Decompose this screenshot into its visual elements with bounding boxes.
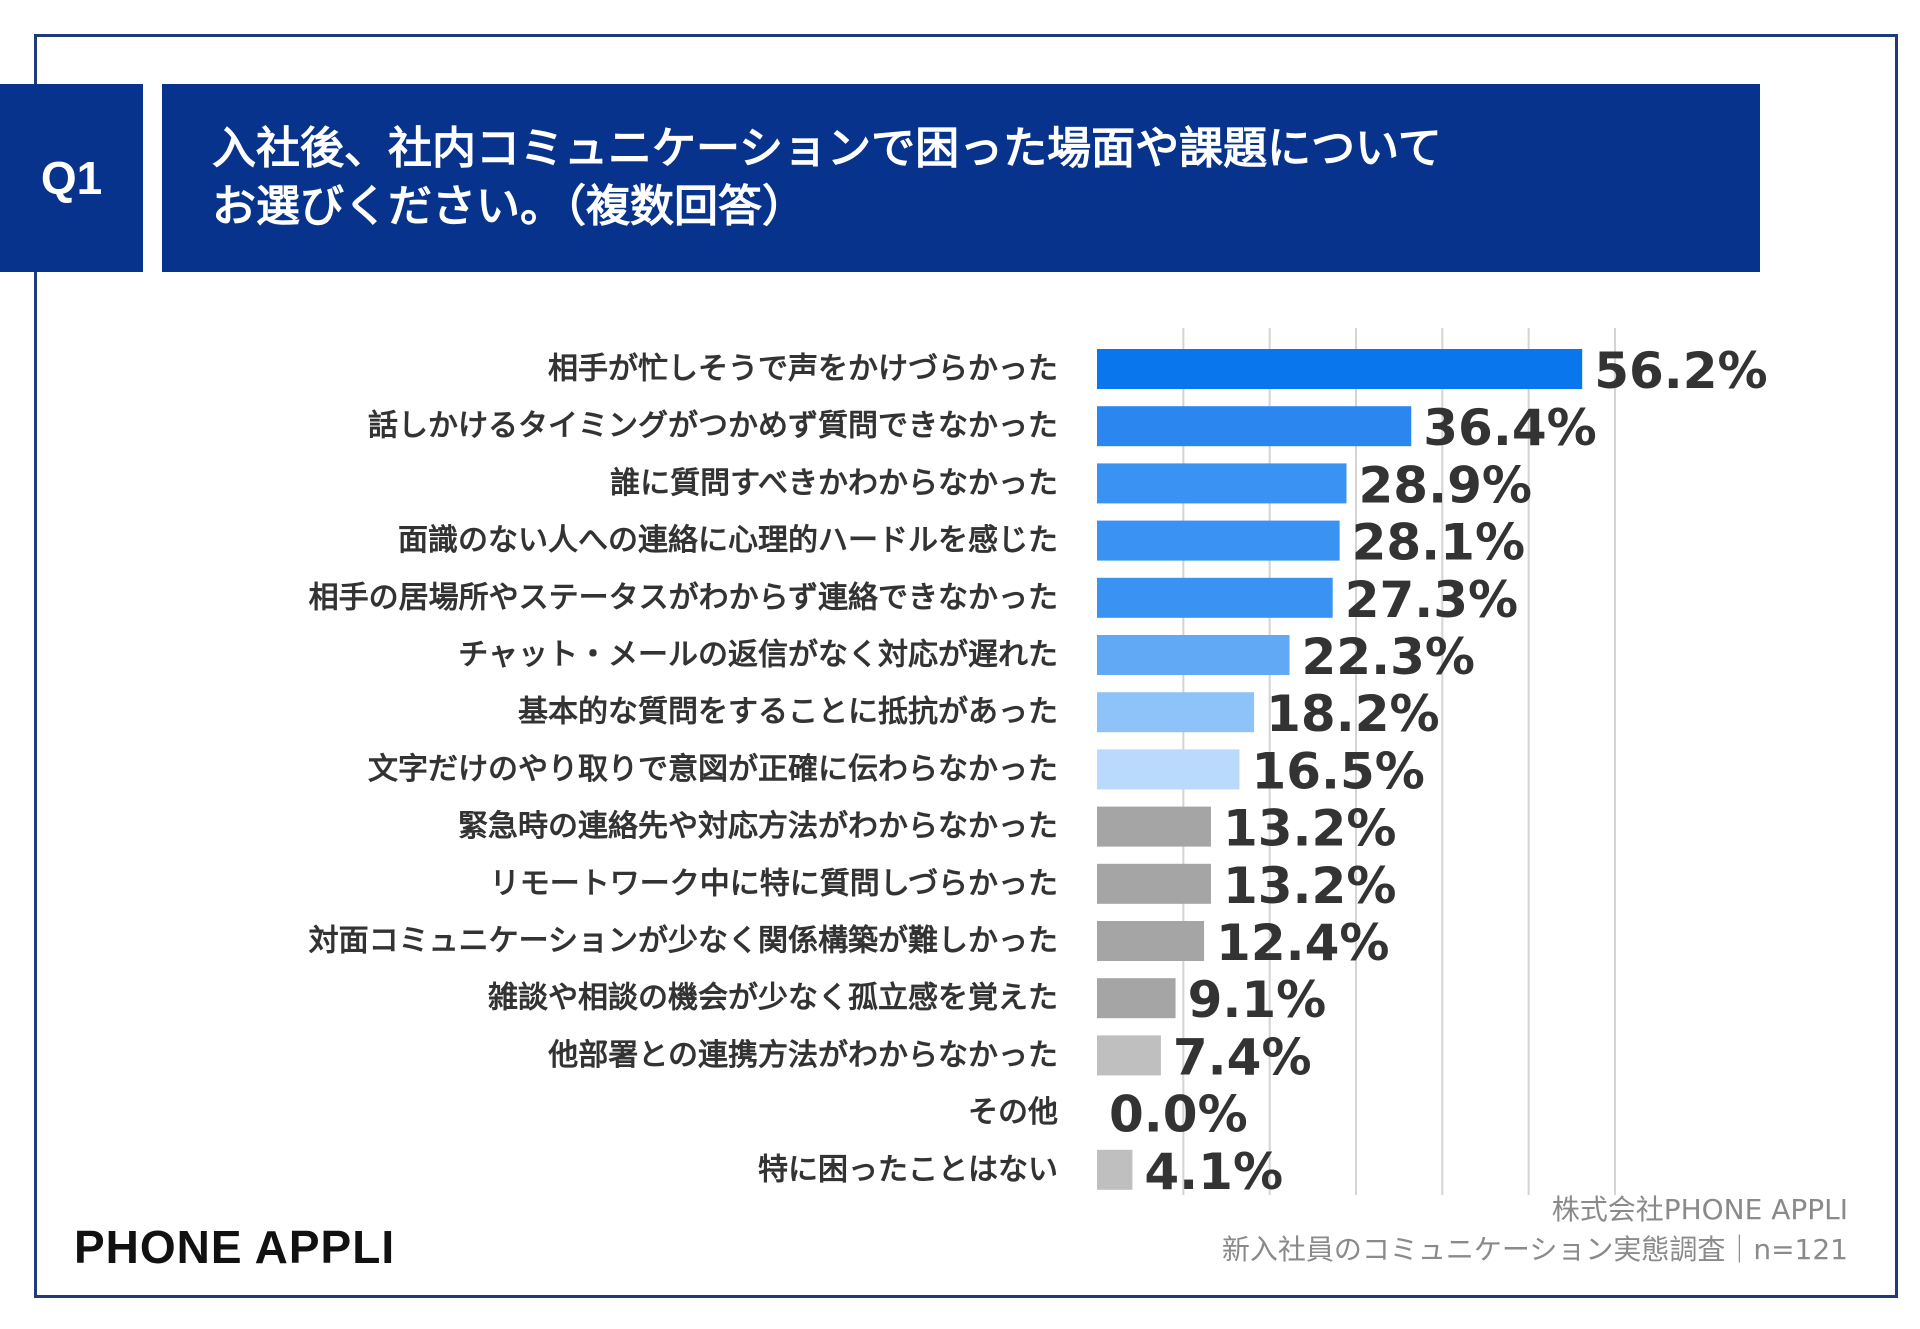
- category-label-6: チャット・メールの返信がなく対応が遅れた: [458, 638, 1058, 673]
- question-text-line1: 入社後、社内コミュニケーションで困った場面や課題について: [212, 123, 1442, 174]
- brand-logo: PHONE APPLI: [74, 1221, 396, 1273]
- value-label-4: 28.1%: [1352, 514, 1525, 572]
- bar-11: [1097, 921, 1205, 961]
- category-label-12: 雑談や相談の機会が少なく孤立感を覚えた: [487, 981, 1058, 1016]
- category-label-15: 特に困ったことはない: [758, 1152, 1058, 1187]
- bar-3: [1097, 463, 1347, 504]
- question-text-line2: お選びください。（複数回答）: [212, 181, 806, 232]
- bar-9: [1097, 806, 1211, 847]
- source-note: 株式会社PHONE APPLI 新入社員のコミュニケーション実態調査｜n=121: [1222, 1190, 1848, 1270]
- question-badge: Q1: [0, 84, 143, 272]
- question-number: Q1: [40, 152, 103, 204]
- category-label-7: 基本的な質問をすることに抵抗があった: [518, 695, 1058, 730]
- bar-15: [1097, 1149, 1133, 1190]
- category-label-8: 文字だけのやり取りで意図が正確に伝わらなかった: [368, 752, 1058, 787]
- value-label-10: 13.2%: [1223, 857, 1396, 915]
- value-label-11: 12.4%: [1216, 914, 1389, 972]
- value-label-8: 16.5%: [1251, 742, 1424, 800]
- bar-12: [1097, 978, 1176, 1019]
- bar-5: [1097, 577, 1333, 618]
- value-label-7: 18.2%: [1266, 685, 1439, 743]
- category-label-1: 相手が忙しそうで声をかけづらかった: [548, 352, 1058, 387]
- bar-10: [1097, 863, 1211, 904]
- bar-1: [1097, 349, 1583, 389]
- bar-8: [1097, 749, 1240, 790]
- value-label-15: 4.1%: [1144, 1143, 1283, 1201]
- category-label-10: リモートワーク中に特に質問しづらかった: [490, 866, 1058, 901]
- value-label-1: 56.2%: [1594, 342, 1767, 400]
- grid-layer: [1182, 328, 1616, 1195]
- category-label-14: その他: [968, 1095, 1058, 1130]
- source-survey: 新入社員のコミュニケーション実態調査｜n=121: [1221, 1233, 1848, 1266]
- category-label-3: 誰に質問すべきかわからなかった: [610, 466, 1058, 501]
- value-label-6: 22.3%: [1302, 628, 1475, 686]
- category-label-9: 緊急時の連絡先や対応方法がわからなかった: [458, 809, 1058, 844]
- bar-2: [1097, 406, 1412, 447]
- value-label-2: 36.4%: [1423, 399, 1596, 457]
- value-label-9: 13.2%: [1223, 800, 1396, 858]
- bar-13: [1097, 1035, 1161, 1076]
- bar-7: [1097, 692, 1255, 733]
- bar-layer: [1097, 349, 1583, 1190]
- bar-4: [1097, 520, 1340, 561]
- category-label-13: 他部署との連携方法がわからなかった: [547, 1038, 1058, 1073]
- category-label-5: 相手の居場所やステータスがわからず連絡できなかった: [309, 580, 1058, 615]
- value-label-14: 0.0%: [1109, 1086, 1248, 1144]
- value-label-12: 9.1%: [1188, 971, 1327, 1029]
- bar-6: [1097, 635, 1290, 675]
- category-label-11: 対面コミュニケーションが少なく関係構築が難しかった: [309, 924, 1058, 959]
- question-banner: 入社後、社内コミュニケーションで困った場面や課題について お選びください。（複数…: [162, 84, 1760, 272]
- source-company: 株式会社PHONE APPLI: [1551, 1193, 1848, 1226]
- value-label-3: 28.9%: [1359, 456, 1532, 514]
- category-label-4: 面識のない人への連絡に心理的ハードルを感じた: [398, 523, 1058, 558]
- value-label-5: 27.3%: [1345, 571, 1518, 629]
- label-layer: 相手が忙しそうで声をかけづらかった 56.2% 話しかけるタイミングがつかめず質問で…: [309, 342, 1768, 1201]
- category-label-2: 話しかけるタイミングがつかめず質問できなかった: [368, 409, 1058, 444]
- value-label-13: 7.4%: [1173, 1028, 1312, 1086]
